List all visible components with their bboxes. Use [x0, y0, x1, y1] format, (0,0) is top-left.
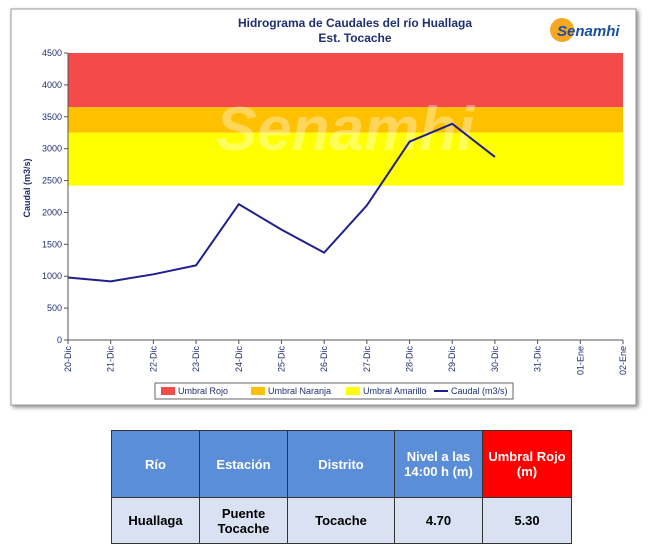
- x-tick-label: 28-Dic: [405, 346, 415, 373]
- legend-label: Umbral Rojo: [178, 386, 228, 396]
- header-cell: Nivel a las 14:00 h (m): [394, 430, 483, 498]
- x-tick-label: 22-Dic: [148, 346, 158, 373]
- legend-swatch: [161, 387, 175, 395]
- threshold-band: [68, 132, 623, 186]
- y-axis-label: Caudal (m3/s): [22, 158, 32, 217]
- legend-label: Umbral Naranja: [268, 386, 331, 396]
- x-tick-label: 01-Ene: [575, 346, 585, 375]
- y-tick-label: 4500: [42, 48, 62, 58]
- legend-label: Caudal (m3/s): [451, 386, 508, 396]
- x-tick-label: 21-Dic: [106, 346, 116, 373]
- x-tick-label: 20-Dic: [63, 346, 73, 373]
- x-tick-label: 30-Dic: [490, 346, 500, 373]
- threshold-band: [68, 53, 623, 108]
- cell: Puente Tocache: [199, 497, 288, 544]
- logo: Senamhi: [557, 23, 620, 40]
- logo-sun: [550, 18, 574, 42]
- legend-swatch: [346, 387, 360, 395]
- header-cell: Río: [111, 430, 200, 498]
- x-tick-label: 27-Dic: [362, 346, 372, 373]
- header-cell: Estación: [199, 430, 288, 498]
- x-tick-label: 24-Dic: [234, 346, 244, 373]
- chart-subtitle: Est. Tocache: [318, 31, 391, 45]
- header-cell: Distrito: [287, 430, 395, 498]
- y-tick-label: 2500: [42, 176, 62, 186]
- threshold-band: [68, 107, 623, 133]
- chart-title: Hidrograma de Caudales del río Huallaga: [238, 16, 472, 30]
- y-tick-label: 1500: [42, 239, 62, 249]
- cell: 4.70: [394, 497, 483, 544]
- x-tick-label: 26-Dic: [319, 346, 329, 373]
- y-tick-label: 3000: [42, 144, 62, 154]
- watermark: Senamhi: [216, 95, 476, 164]
- cell: Tocache: [287, 497, 395, 544]
- header-row: Río Estación Distrito Nivel a las 14:00 …: [111, 430, 572, 498]
- x-tick-label: 02-Ene: [618, 346, 628, 375]
- x-tick-label: 31-Dic: [533, 346, 543, 373]
- line-series: [67, 122, 496, 283]
- y-tick-label: 1000: [42, 271, 62, 281]
- cell: Huallaga: [111, 497, 200, 544]
- cell: 5.30: [482, 497, 572, 544]
- legend: Umbral Rojo Umbral Naranja Umbral Amarillo…: [154, 382, 514, 400]
- x-tick-label: 25-Dic: [276, 346, 286, 373]
- y-tick-label: 2000: [42, 207, 62, 217]
- legend-swatch: [251, 387, 265, 395]
- x-tick-label: 23-Dic: [191, 346, 201, 373]
- y-tick-label: 4000: [42, 80, 62, 90]
- x-tick-label: 29-Dic: [447, 346, 457, 373]
- table: Río Estación Distrito Nivel a las 14:00 …: [111, 430, 572, 544]
- y-tick-label: 0: [57, 335, 62, 345]
- y-tick-label: 500: [47, 303, 62, 313]
- y-tick-label: 3500: [42, 112, 62, 122]
- chart: Hidrograma de Caudales del río Huallaga …: [10, 8, 637, 406]
- row: Huallaga Puente Tocache Tocache 4.70 5.3…: [111, 497, 572, 544]
- header-cell: Umbral Rojo (m): [482, 430, 572, 498]
- legend-label: Umbral Amarillo: [363, 386, 427, 396]
- legend-box: [154, 382, 514, 400]
